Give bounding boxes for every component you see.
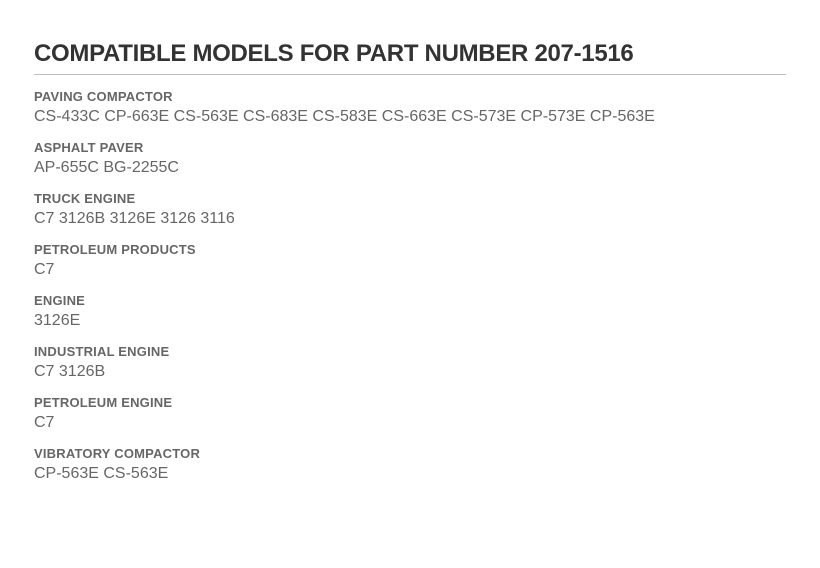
model-item: AP-655C: [34, 159, 99, 176]
category-models: C73126B3126E31263116: [34, 210, 786, 228]
category-label: PAVING COMPACTOR: [34, 89, 786, 104]
category-block: PETROLEUM PRODUCTS C7: [34, 242, 786, 279]
category-label: VIBRATORY COMPACTOR: [34, 446, 786, 461]
category-label: INDUSTRIAL ENGINE: [34, 344, 786, 359]
category-label: TRUCK ENGINE: [34, 191, 786, 206]
category-models: C73126B: [34, 363, 786, 381]
category-block: ASPHALT PAVER AP-655CBG-2255C: [34, 140, 786, 177]
model-item: CS-563E: [99, 465, 168, 482]
category-label: ENGINE: [34, 293, 786, 308]
model-item: 3116: [196, 210, 235, 227]
model-item: CS-583E: [308, 108, 377, 125]
category-label: PETROLEUM PRODUCTS: [34, 242, 786, 257]
category-models: CS-433CCP-663ECS-563ECS-683ECS-583ECS-66…: [34, 108, 786, 126]
category-block: TRUCK ENGINE C73126B3126E31263116: [34, 191, 786, 228]
model-item: 3126E: [105, 210, 156, 227]
category-label: PETROLEUM ENGINE: [34, 395, 786, 410]
category-models: C7: [34, 261, 786, 279]
categories-list: PAVING COMPACTORCS-433CCP-663ECS-563ECS-…: [34, 89, 786, 483]
model-item: 3126B: [54, 363, 105, 380]
model-item: C7: [34, 363, 54, 380]
model-item: CS-563E: [169, 108, 238, 125]
category-block: PAVING COMPACTORCS-433CCP-663ECS-563ECS-…: [34, 89, 786, 126]
model-item: BG-2255C: [99, 159, 179, 176]
model-item: CP-563E: [34, 465, 99, 482]
category-models: AP-655CBG-2255C: [34, 159, 786, 177]
page-title: COMPATIBLE MODELS FOR PART NUMBER 207-15…: [34, 40, 786, 75]
model-item: 3126B: [54, 210, 105, 227]
model-item: C7: [34, 261, 54, 278]
model-item: CS-433C: [34, 108, 100, 125]
category-label: ASPHALT PAVER: [34, 140, 786, 155]
category-models: 3126E: [34, 312, 786, 330]
model-item: CP-663E: [100, 108, 169, 125]
model-item: CS-663E: [377, 108, 446, 125]
model-item: CP-573E: [516, 108, 585, 125]
category-models: C7: [34, 414, 786, 432]
model-item: 3126: [156, 210, 196, 227]
category-block: INDUSTRIAL ENGINE C73126B: [34, 344, 786, 381]
category-models: CP-563ECS-563E: [34, 465, 786, 483]
model-item: CS-573E: [447, 108, 516, 125]
model-item: CP-563E: [585, 108, 654, 125]
model-item: 3126E: [34, 312, 80, 329]
model-item: C7: [34, 414, 54, 431]
model-item: CS-683E: [239, 108, 308, 125]
category-block: PETROLEUM ENGINE C7: [34, 395, 786, 432]
category-block: VIBRATORY COMPACTOR CP-563ECS-563E: [34, 446, 786, 483]
category-block: ENGINE 3126E: [34, 293, 786, 330]
model-item: C7: [34, 210, 54, 227]
